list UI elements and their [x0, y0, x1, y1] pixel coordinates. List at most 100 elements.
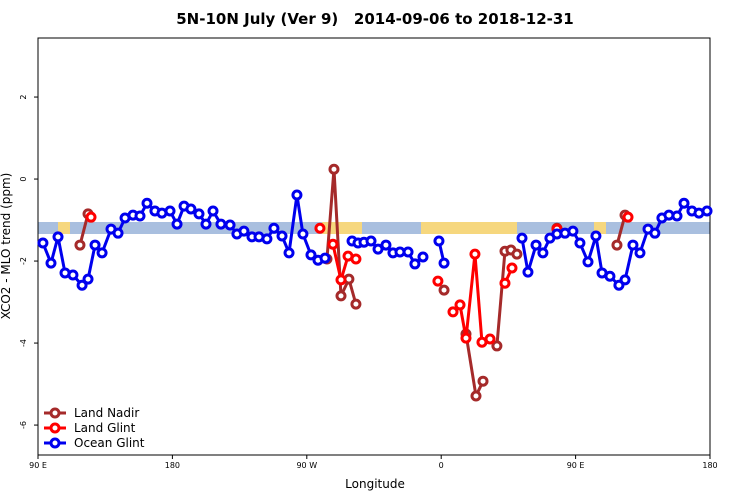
point [314, 222, 326, 234]
point [327, 238, 339, 250]
point [567, 225, 579, 237]
point [582, 256, 594, 268]
point [291, 189, 303, 201]
land-band [421, 222, 517, 234]
series [37, 189, 713, 291]
point [627, 239, 639, 251]
x-tick-label: 180 [165, 461, 180, 470]
point [45, 257, 57, 269]
point [619, 274, 631, 286]
point [678, 197, 690, 209]
point [96, 247, 108, 259]
x-axis-label: Longitude [345, 477, 405, 491]
point [76, 279, 88, 291]
point [417, 251, 429, 263]
point [611, 239, 623, 251]
point [447, 306, 459, 318]
point [335, 290, 347, 302]
point [328, 163, 340, 175]
land-ocean-band [38, 222, 710, 234]
x-tick-label: 0 [439, 461, 444, 470]
point [460, 332, 472, 344]
point [516, 232, 528, 244]
point [701, 205, 713, 217]
point [164, 205, 176, 217]
x-tick-label: 180 [702, 461, 717, 470]
point [224, 219, 236, 231]
point [470, 390, 482, 402]
legend-label: Ocean Glint [74, 436, 145, 450]
point [522, 266, 534, 278]
legend-label: Land Nadir [74, 406, 139, 420]
point [283, 247, 295, 259]
x-tick-label: 90 W [296, 461, 317, 470]
series-line [451, 253, 491, 345]
point [171, 218, 183, 230]
point [350, 298, 362, 310]
point [432, 275, 444, 287]
y-tick-label: -6 [19, 421, 28, 429]
legend-label: Land Glint [74, 421, 136, 435]
point [491, 340, 503, 352]
legend-marker [49, 437, 61, 449]
point [89, 239, 101, 251]
point [82, 273, 94, 285]
series [74, 163, 631, 402]
x-tick-label: 90 E [29, 461, 47, 470]
point [380, 239, 392, 251]
point [37, 237, 49, 249]
y-axis-label: XCO2 - MLO trend (ppm) [0, 173, 13, 320]
point [335, 274, 347, 286]
y-tick-label: 2 [19, 94, 28, 99]
point [134, 210, 146, 222]
point [484, 333, 496, 345]
point [438, 284, 450, 296]
point [622, 211, 634, 223]
point [574, 237, 586, 249]
land-band [58, 222, 70, 234]
y-tick-label: 0 [19, 177, 28, 182]
y-tick-label: -2 [19, 257, 28, 265]
point [185, 203, 197, 215]
point [409, 258, 421, 270]
x-tick-label: 90 E [567, 461, 585, 470]
point [506, 262, 518, 274]
point [305, 249, 317, 261]
point [402, 246, 414, 258]
plot-frame [37, 37, 711, 456]
point [499, 277, 511, 289]
point [634, 247, 646, 259]
point [365, 235, 377, 247]
point [141, 197, 153, 209]
point [207, 205, 219, 217]
point [238, 225, 250, 237]
point [433, 235, 445, 247]
point [319, 252, 331, 264]
point [454, 299, 466, 311]
point [671, 210, 683, 222]
point [112, 227, 124, 239]
point [604, 270, 616, 282]
point [649, 227, 661, 239]
chart-title: 5N-10N July (Ver 9) 2014-09-06 to 2018-1… [176, 10, 573, 28]
point [469, 248, 481, 260]
point [276, 230, 288, 242]
series [85, 211, 634, 348]
point [530, 239, 542, 251]
point [67, 269, 79, 281]
legend-marker [49, 407, 61, 419]
point [74, 239, 86, 251]
point [537, 247, 549, 259]
point [590, 230, 602, 242]
point [477, 375, 489, 387]
land-band [322, 222, 362, 234]
y-tick-label: -4 [19, 339, 28, 347]
point [261, 233, 273, 245]
point [350, 253, 362, 265]
point [372, 243, 384, 255]
point [52, 231, 64, 243]
point [438, 257, 450, 269]
point [193, 208, 205, 220]
